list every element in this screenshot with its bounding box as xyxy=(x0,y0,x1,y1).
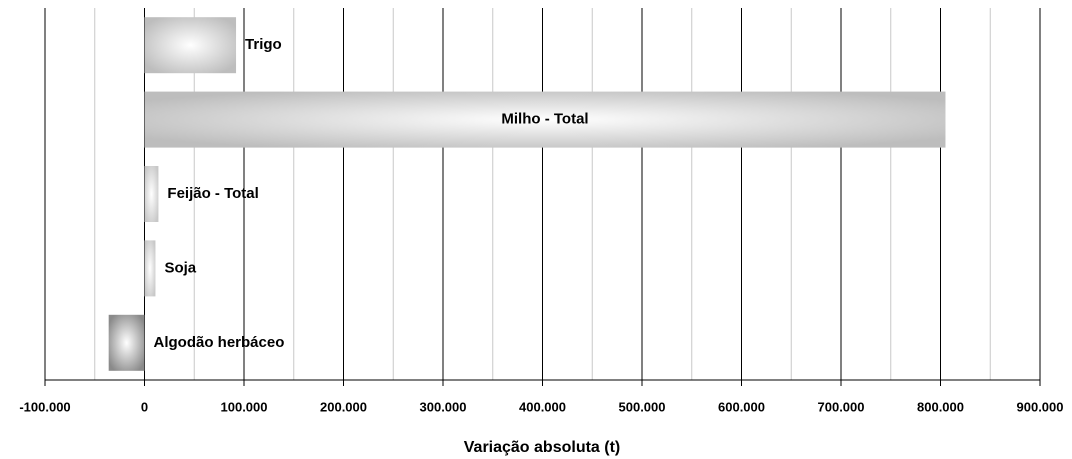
bar-label: Feijão - Total xyxy=(167,185,258,202)
x-tick-label: 500.000 xyxy=(619,399,666,414)
bar-label: Trigo xyxy=(245,36,282,53)
x-tick-label: -100.000 xyxy=(19,399,70,414)
x-axis-title: Variação absoluta (t) xyxy=(464,439,621,456)
bar xyxy=(144,166,159,222)
x-tick-label: 600.000 xyxy=(718,399,765,414)
x-tick-label: 400.000 xyxy=(519,399,566,414)
x-tick-label: 800.000 xyxy=(917,399,964,414)
bar xyxy=(144,91,946,148)
x-tick-label: 300.000 xyxy=(420,399,467,414)
bar xyxy=(144,17,237,74)
x-tick-label: 900.000 xyxy=(1017,399,1064,414)
bar xyxy=(108,314,145,371)
bar-label: Milho - Total xyxy=(501,111,588,128)
bar-label: Algodão herbáceo xyxy=(154,334,285,351)
x-tick-label: 200.000 xyxy=(320,399,367,414)
x-tick-label: 100.000 xyxy=(221,399,268,414)
bar xyxy=(144,240,156,297)
x-tick-label: 0 xyxy=(141,399,148,414)
bar-label: Soja xyxy=(164,259,196,276)
x-tick-label: 700.000 xyxy=(818,399,865,414)
